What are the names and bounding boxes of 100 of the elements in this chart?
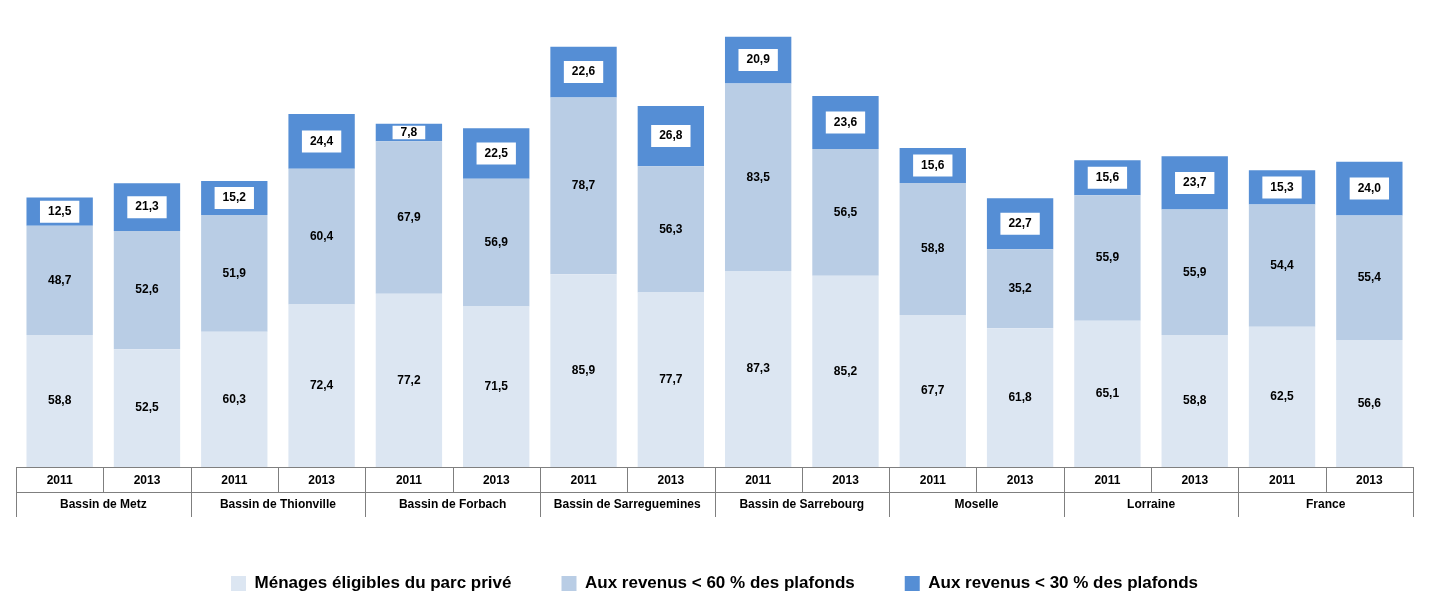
bar (1161, 209, 1228, 335)
data-label: 22,7 (1008, 216, 1033, 231)
bar (26, 334, 93, 467)
data-label: 60,3 (222, 391, 247, 406)
bar (724, 83, 792, 272)
x-tick-label: 2013 (482, 472, 510, 487)
data-label: 77,7 (659, 372, 683, 387)
bar (550, 274, 617, 467)
bar (1248, 326, 1316, 467)
bar (550, 97, 617, 275)
data-label: 52,6 (135, 282, 159, 297)
bar (899, 315, 966, 467)
bar (1336, 215, 1403, 340)
data-label: 55,9 (1183, 264, 1207, 279)
bar (986, 249, 1054, 329)
data-label: 15,2 (222, 190, 247, 205)
data-label: 23,6 (833, 114, 858, 129)
x-tick-label: 2013 (1355, 472, 1384, 487)
data-label: 58,8 (47, 393, 72, 408)
text: Bassin de Forbach (398, 497, 507, 512)
data-label: 35,2 (1008, 281, 1033, 296)
data-label: 56,3 (659, 221, 683, 236)
bar (637, 292, 705, 467)
x-tick-label: 2011 (745, 472, 772, 487)
bar (724, 271, 792, 467)
bar (812, 275, 879, 467)
data-label: 58,8 (1183, 393, 1207, 408)
data-label: 55,4 (1357, 270, 1382, 285)
x-tick-label: 2011 (919, 472, 947, 487)
bar (1248, 204, 1316, 327)
legend-label: Aux revenus < 60 % des plafonds (585, 573, 855, 593)
data-label: 83,5 (746, 169, 771, 184)
legend-label: Aux revenus < 30 % des plafonds (928, 573, 1198, 593)
text: Bassin de Thionville (219, 497, 337, 512)
x-tick-label: 2011 (1269, 472, 1296, 487)
x-tick-label: 2011 (1094, 472, 1121, 487)
x-tick-label: 2011 (570, 472, 597, 487)
x-tick-label: 2013 (657, 472, 685, 487)
data-label: 56,5 (833, 204, 858, 219)
bar (463, 178, 530, 307)
bar (201, 215, 268, 332)
x-tick-label: 2011 (221, 472, 248, 487)
x-tick-label: 2013 (1006, 472, 1034, 487)
x-tick-label: 2013 (133, 472, 161, 487)
data-label: 71,5 (484, 379, 509, 394)
bar (288, 168, 355, 305)
data-label: 24,0 (1357, 180, 1382, 195)
bar (201, 331, 268, 467)
data-label: 60,4 (309, 228, 334, 243)
data-label: 7,8 (400, 124, 418, 139)
data-label: 48,7 (47, 272, 72, 287)
bar (463, 306, 530, 467)
legend-label: Ménages éligibles du parc privé (254, 573, 512, 593)
bar (986, 328, 1054, 467)
data-label: 21,3 (135, 199, 159, 214)
data-label: 52,5 (135, 400, 159, 415)
data-label: 65,1 (1095, 386, 1120, 401)
data-label: 61,8 (1008, 389, 1033, 404)
data-label: 77,2 (397, 372, 421, 387)
x-tick-label: 2011 (395, 472, 423, 487)
data-label: 22,6 (571, 64, 596, 79)
bar (1161, 334, 1228, 467)
data-label: 23,7 (1183, 175, 1207, 190)
data-label: 24,4 (309, 133, 334, 148)
x-tick-label: 2013 (308, 472, 336, 487)
data-label: 26,8 (659, 128, 683, 143)
data-label: 58,8 (921, 241, 945, 256)
data-label: 67,9 (397, 209, 421, 224)
text: Moselle (954, 497, 999, 512)
data-label: 87,3 (746, 361, 771, 376)
data-label: 15,6 (921, 157, 945, 172)
data-label: 67,7 (921, 383, 945, 398)
text: Lorraine (1127, 497, 1176, 512)
data-label: 15,6 (1095, 170, 1120, 185)
text: France (1306, 497, 1346, 512)
data-label: 56,9 (484, 234, 509, 249)
data-label: 22,5 (484, 145, 509, 160)
data-label: 20,9 (746, 52, 771, 67)
data-label: 51,9 (222, 265, 247, 280)
bar (113, 231, 181, 350)
text: Bassin de Metz (59, 497, 147, 512)
bar (375, 293, 443, 467)
data-label: 55,9 (1095, 250, 1120, 265)
data-label: 56,6 (1357, 395, 1382, 410)
data-label: 12,5 (47, 203, 72, 218)
bar (1074, 320, 1141, 467)
x-tick-label: 2011 (46, 472, 73, 487)
text: Bassin de Sarrebourg (739, 497, 865, 512)
data-label: 15,3 (1270, 179, 1295, 194)
data-label: 85,9 (571, 362, 596, 377)
bar (113, 349, 181, 467)
bar (288, 304, 355, 467)
x-tick-label: 2013 (1181, 472, 1209, 487)
bar (637, 166, 705, 293)
data-label: 85,2 (833, 363, 858, 378)
data-label: 72,4 (309, 378, 334, 393)
bar (1074, 195, 1141, 321)
data-label: 78,7 (571, 178, 596, 193)
x-tick-label: 2013 (832, 472, 860, 487)
bar (812, 148, 879, 276)
